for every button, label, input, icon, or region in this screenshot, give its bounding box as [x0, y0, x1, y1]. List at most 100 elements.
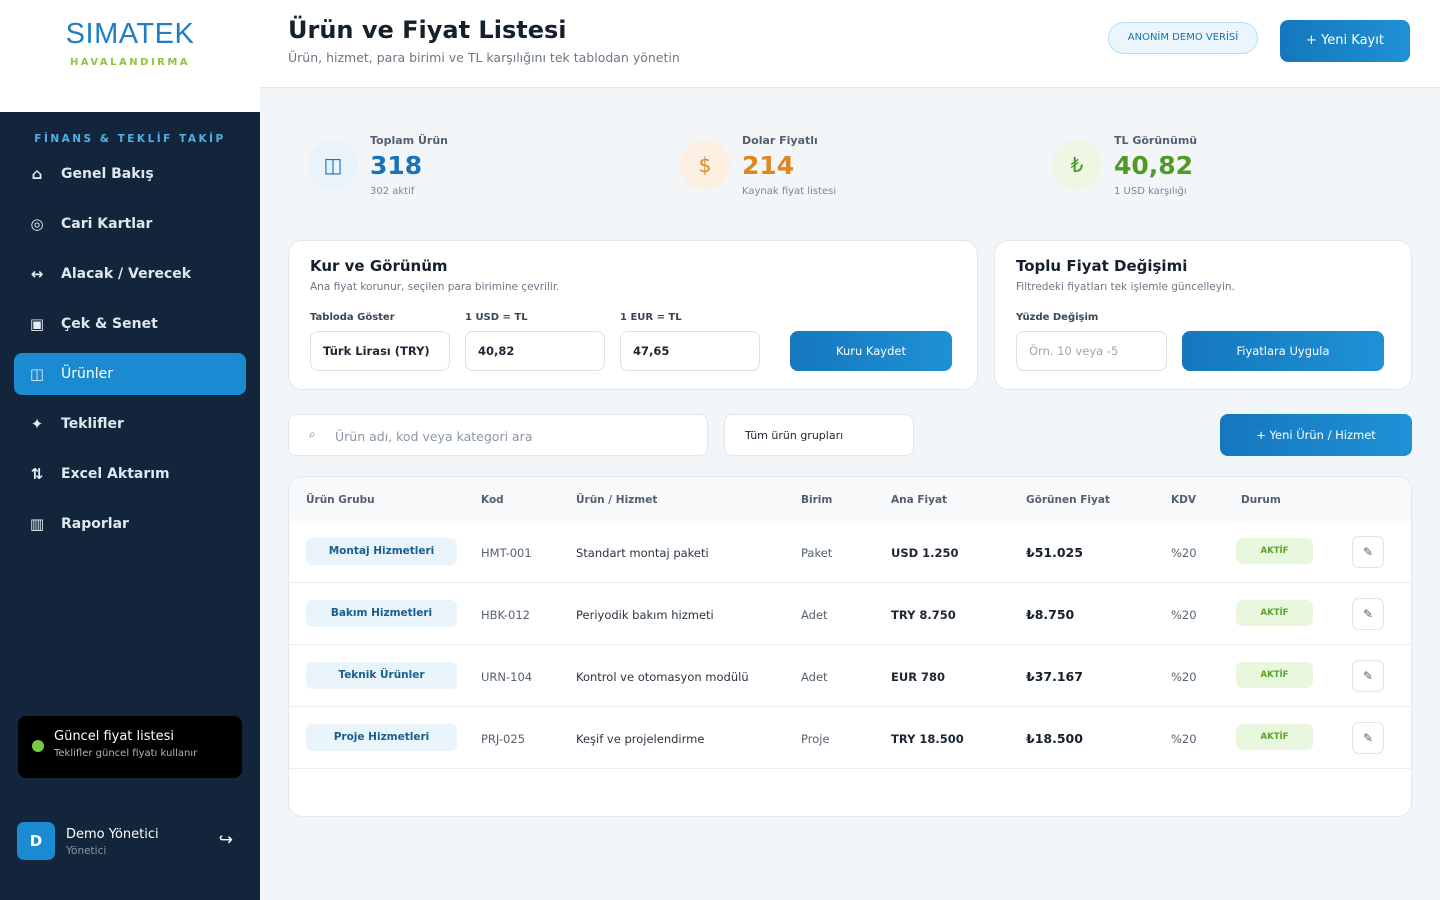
column-header: Kod [481, 494, 504, 506]
product-group-tag: Montaj Hizmetleri [306, 538, 457, 565]
stat-label: TL Görünümü [1114, 134, 1198, 147]
sidebar-item-report[interactable]: ▥ Raporlar [14, 503, 246, 545]
product-group-tag: Teknik Ürünler [306, 662, 457, 689]
sidebar-item-label: Excel Aktarım [61, 466, 170, 482]
status-dot [32, 740, 44, 752]
sidebar-item-label: Cari Kartlar [61, 216, 153, 232]
sidebar-item-arrows-horizontal[interactable]: ↔ Alacak / Verecek [14, 253, 246, 295]
base-price: TRY 18.500 [891, 732, 964, 746]
brand-logo[interactable]: SIMATEK HAVALANDIRMA [0, 0, 260, 112]
lira-icon: ₺ [1052, 140, 1102, 190]
shown-price: ₺51.025 [1026, 545, 1083, 560]
document-icon: ▣ [29, 315, 45, 333]
search-icon: ⌕ [309, 427, 316, 441]
status-badge: AKTİF [1236, 538, 1313, 564]
status-badge: AKTİF [1236, 662, 1313, 688]
vat-rate: %20 [1171, 670, 1197, 684]
logout-icon[interactable]: ↪ [218, 830, 233, 850]
column-header: Ürün Grubu [306, 494, 375, 506]
sidebar-item-home[interactable]: ⌂ Genel Bakış [14, 153, 246, 195]
eur-rate-input[interactable]: 47,65 [620, 331, 760, 371]
new-record-button[interactable]: + Yeni Kayıt [1280, 20, 1410, 62]
search-input[interactable]: ⌕ Ürün adı, kod veya kategori ara [288, 414, 708, 456]
stat-card: $ Dolar Fiyatlı 214 Kaynak fiyat listesi [680, 120, 980, 210]
table-row[interactable]: Teknik Ürünler URN-104 Kontrol ve otomasyo… [289, 645, 1411, 707]
stat-value: 40,82 [1114, 151, 1194, 180]
stat-subtitle: 1 USD karşılığı [1114, 186, 1187, 197]
shown-price: ₺18.500 [1026, 731, 1083, 746]
column-header: Durum [1241, 494, 1281, 506]
sidebar-item-sparkle[interactable]: ✦ Teklifler [14, 403, 246, 445]
edit-icon[interactable]: ✎ [1352, 598, 1384, 630]
base-price: USD 1.250 [891, 546, 959, 560]
product-unit: Adet [801, 670, 828, 684]
bulk-price-change-card: Toplu Fiyat Değişimi Filtredeki fiyatlar… [994, 240, 1412, 390]
products-table: Ürün Grubu Kod Ürün / Hizmet Birim Ana Fiyat… [288, 476, 1412, 817]
status-badge: AKTİF [1236, 600, 1313, 626]
user-role: Yönetici [66, 845, 107, 857]
nav-section-title: FİNANS & TEKLİF TAKİP [34, 133, 226, 145]
product-group-select[interactable]: Tüm ürün grupları [724, 414, 914, 456]
edit-icon[interactable]: ✎ [1352, 660, 1384, 692]
vat-rate: %20 [1171, 732, 1197, 746]
table-row[interactable]: Bakım Hizmetleri HBK-012 Periyodik bakım h… [289, 583, 1411, 645]
product-code: HMT-001 [481, 546, 532, 560]
percent-change-placeholder: Örn. 10 veya -5 [1029, 344, 1119, 358]
stat-card: ₺ TL Görünümü 40,82 1 USD karşılığı [1052, 120, 1352, 210]
percent-change-label: Yüzde Değişim [1016, 312, 1099, 323]
dollar-icon: $ [680, 140, 730, 190]
price-list-status-card: Güncel fiyat listesi Teklifler güncel fi… [18, 716, 242, 778]
eur-rate-label: 1 EUR = TL [620, 312, 682, 323]
sidebar-item-document[interactable]: ▣ Çek & Senet [14, 303, 246, 345]
stat-subtitle: 302 aktif [370, 186, 415, 197]
stat-value: 214 [742, 151, 795, 180]
usd-rate-input[interactable]: 40,82 [465, 331, 605, 371]
product-name: Standart montaj paketi [576, 546, 709, 560]
stat-subtitle: Kaynak fiyat listesi [742, 186, 837, 197]
column-header: Görünen Fiyat [1026, 494, 1110, 506]
display-currency-label: Tabloda Göster [310, 312, 395, 323]
sidebar-item-product[interactable]: ◫ Ürünler [14, 353, 246, 395]
column-header: KDV [1171, 494, 1196, 506]
column-header: Ana Fiyat [891, 494, 948, 506]
percent-change-input[interactable]: Örn. 10 veya -5 [1016, 331, 1167, 371]
base-price: EUR 780 [891, 670, 946, 684]
card-subtitle: Ana fiyat korunur, seçilen para birimine… [310, 281, 560, 293]
sidebar-item-label: Alacak / Verecek [61, 266, 192, 282]
product-group-tag: Proje Hizmetleri [306, 724, 457, 751]
status-subtitle: Teklifler güncel fiyatı kullanır [54, 748, 198, 759]
sidebar-item-label: Raporlar [61, 516, 129, 532]
avatar[interactable]: D [17, 822, 55, 860]
card-title: Toplu Fiyat Değişimi [1016, 257, 1188, 275]
sidebar-item-label: Çek & Senet [61, 316, 158, 332]
apply-prices-button[interactable]: Fiyatlara Uygula [1182, 331, 1384, 371]
search-placeholder: Ürün adı, kod veya kategori ara [335, 429, 533, 444]
table-row[interactable]: Montaj Hizmetleri HMT-001 Standart montaj … [289, 521, 1411, 583]
sidebar-item-label: Genel Bakış [61, 166, 154, 182]
user-profile[interactable]: D Demo Yönetici Yönetici ↪ [17, 822, 243, 860]
brand-name: SIMATEK [65, 18, 195, 50]
product-unit: Adet [801, 608, 828, 622]
save-rate-button[interactable]: Kuru Kaydet [790, 331, 952, 371]
stat-card: ◫ Toplam Ürün 318 302 aktif [308, 120, 608, 210]
report-icon: ▥ [29, 515, 45, 533]
arrows-horizontal-icon: ↔ [30, 265, 44, 283]
sidebar-item-label: Ürünler [61, 366, 114, 382]
page-title: Ürün ve Fiyat Listesi [288, 16, 567, 44]
product-name: Kontrol ve otomasyon modülü [576, 670, 749, 684]
display-currency-select[interactable]: Türk Lirası (TRY) [310, 331, 450, 371]
sidebar-item-target[interactable]: ◎ Cari Kartlar [14, 203, 246, 245]
shown-price: ₺37.167 [1026, 669, 1083, 684]
edit-icon[interactable]: ✎ [1352, 722, 1384, 754]
exchange-rate-card: Kur ve Görünüm Ana fiyat korunur, seçile… [288, 240, 978, 390]
add-product-button[interactable]: + Yeni Ürün / Hizmet [1220, 414, 1412, 456]
transfer-icon: ⇅ [30, 465, 44, 483]
card-subtitle: Filtredeki fiyatları tek işlemle güncell… [1016, 281, 1235, 293]
edit-icon[interactable]: ✎ [1352, 536, 1384, 568]
header: Ürün ve Fiyat Listesi Ürün, hizmet, para… [260, 0, 1440, 88]
product-icon: ◫ [29, 365, 45, 383]
product-icon: ◫ [308, 140, 358, 190]
sidebar-item-transfer[interactable]: ⇅ Excel Aktarım [14, 453, 246, 495]
table-row[interactable]: Proje Hizmetleri PRJ-025 Keşif ve projelen… [289, 707, 1411, 769]
status-title: Güncel fiyat listesi [54, 729, 174, 744]
